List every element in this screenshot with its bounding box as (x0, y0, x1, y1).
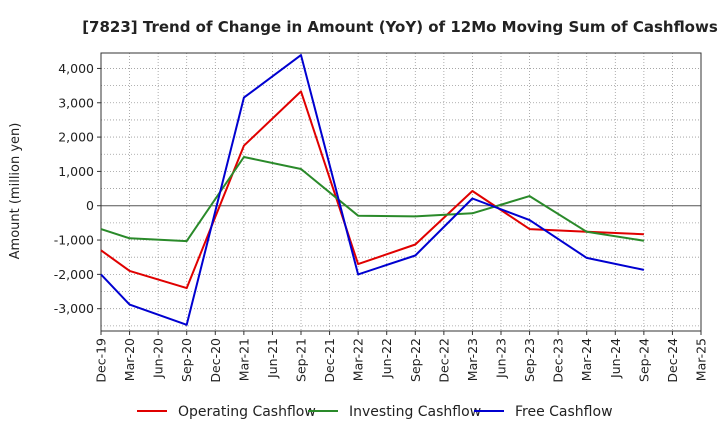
y-tick-label: -1,000 (54, 233, 94, 248)
x-tick-label: Sep-22 (408, 338, 423, 382)
x-tick-label: Mar-21 (236, 338, 251, 381)
x-tick-label: Mar-22 (351, 338, 366, 381)
y-tick-label: 1,000 (58, 164, 94, 179)
x-tick-label: Jun-21 (265, 338, 280, 379)
y-axis-label: Amount (million yen) (8, 123, 23, 260)
legend: Operating Cashflow Investing Cashflow Free… (137, 404, 613, 420)
x-tick-label: Mar-25 (694, 338, 709, 381)
x-tick-label: Sep-24 (636, 338, 651, 382)
x-tick-label: Mar-24 (579, 338, 594, 381)
y-tick-label: 4,000 (58, 61, 94, 76)
x-tick-label: Jun-20 (151, 338, 166, 379)
x-tick-label: Jun-23 (494, 338, 509, 379)
x-tick-label: Dec-21 (322, 338, 337, 383)
x-tick-label: Jun-22 (379, 338, 394, 379)
x-tick-label: Sep-21 (294, 338, 309, 382)
x-tick-label: Mar-20 (122, 338, 137, 381)
x-tick-label: Dec-23 (551, 338, 566, 383)
y-tick-label: -3,000 (54, 301, 94, 316)
x-tick-label: Mar-23 (465, 338, 480, 381)
x-tick-label: Dec-22 (436, 338, 451, 383)
x-tick-label: Dec-19 (94, 338, 109, 383)
y-tick-label: -2,000 (54, 267, 94, 282)
x-tick-label: Dec-20 (208, 338, 223, 383)
legend-label: Investing Cashflow (349, 404, 481, 420)
y-tick-label: 0 (86, 198, 94, 213)
y-tick-label: 3,000 (58, 95, 94, 110)
plot-frame (100, 52, 702, 332)
legend-label: Free Cashflow (515, 404, 613, 420)
x-tick-label: Sep-23 (522, 338, 537, 382)
series-line-free-cashflow (100, 54, 645, 326)
x-tick-label: Sep-20 (179, 338, 194, 382)
series-line-operating-cashflow (100, 90, 644, 290)
x-tick-label: Dec-24 (665, 338, 680, 383)
legend-label: Operating Cashflow (178, 404, 316, 420)
chart-title: [7823] Trend of Change in Amount (YoY) o… (82, 18, 718, 36)
y-tick-label: 2,000 (58, 130, 94, 145)
axes: -3,000 -2,000 -1,000 0 1,000 2,000 3,000 4,000 D… (54, 52, 709, 383)
x-tick-label: Jun-24 (608, 338, 623, 379)
series-lines (100, 54, 645, 326)
series-line-investing-cashflow (100, 156, 645, 243)
grid-lines (100, 53, 702, 331)
